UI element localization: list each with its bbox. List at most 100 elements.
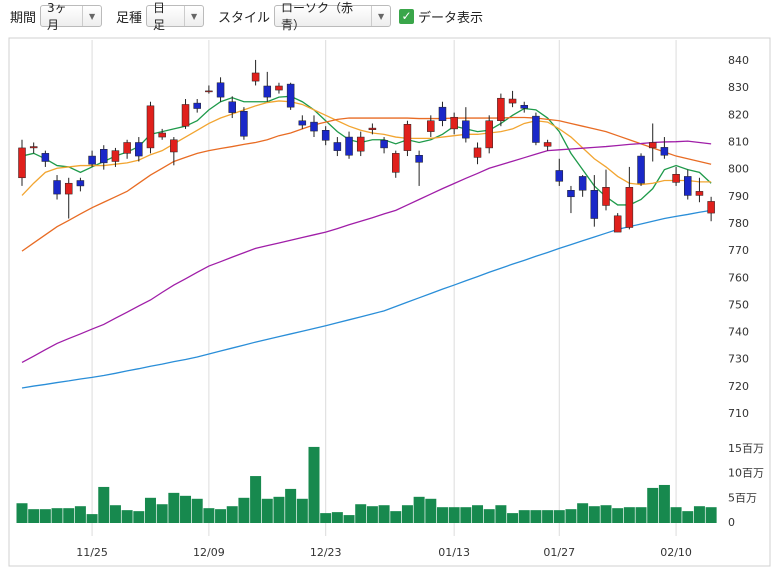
plot-frame xyxy=(8,37,771,567)
volume-bar xyxy=(86,514,98,523)
volume-bar xyxy=(612,508,624,523)
data-checkbox[interactable]: ✓ xyxy=(399,8,415,24)
volume-bar xyxy=(635,507,647,523)
candle-body xyxy=(216,82,225,98)
candle-body xyxy=(275,85,283,91)
candle-body xyxy=(462,120,470,139)
bar-label: 足種 xyxy=(116,10,143,26)
style-select[interactable]: ローソク（赤青） ▼ xyxy=(274,1,392,32)
period-select[interactable]: 3ヶ月 ▼ xyxy=(40,1,103,32)
volume-bar xyxy=(261,498,273,523)
candle-body xyxy=(181,104,190,127)
volume-bar xyxy=(693,506,705,523)
volume-bar xyxy=(565,509,577,523)
candle-body xyxy=(205,90,213,93)
y-tick-label: 840 xyxy=(728,54,749,67)
candle-body xyxy=(251,72,260,82)
volume-bar xyxy=(401,505,413,523)
candle-body xyxy=(240,111,248,137)
candle-body xyxy=(41,153,50,162)
volume-bar xyxy=(436,507,448,523)
moving-average-line xyxy=(21,116,712,252)
volume-bar xyxy=(144,497,156,523)
toolbar: 期間 3ヶ月 ▼ 足種 日足 ▼ スタイル ローソク（赤青） ▼ ✓ データ表示 xyxy=(0,0,778,32)
candle-body xyxy=(392,153,400,173)
candle-body xyxy=(18,147,26,179)
volume-bar xyxy=(331,512,343,523)
candle-body xyxy=(532,115,540,143)
volume-bar xyxy=(156,504,168,523)
y-tick-label: 770 xyxy=(728,244,749,257)
x-tick-label: 01/13 xyxy=(438,546,470,559)
y-tick-label: 750 xyxy=(728,298,749,311)
candle-body xyxy=(403,124,412,151)
bar-select[interactable]: 日足 ▼ xyxy=(146,1,205,32)
x-tick-label: 12/09 xyxy=(193,546,225,559)
volume-bar xyxy=(366,506,378,523)
candle-body xyxy=(29,146,38,149)
x-tick-label: 11/25 xyxy=(76,546,108,559)
candle-body xyxy=(578,176,587,191)
y-tick-label: 830 xyxy=(728,81,749,94)
period-label: 期間 xyxy=(10,10,37,26)
volume-bar xyxy=(530,510,542,523)
volume-bar xyxy=(425,498,437,523)
dropdown-arrow: ▼ xyxy=(184,6,203,26)
volume-bar xyxy=(133,511,145,523)
data-label: データ表示 xyxy=(418,10,484,26)
x-tick-label: 12/23 xyxy=(310,546,342,559)
volume-bar xyxy=(705,507,717,523)
volume-bar xyxy=(308,446,320,523)
candle-body xyxy=(76,180,85,187)
candle-body xyxy=(707,201,715,214)
y-tick-label: 820 xyxy=(728,108,749,121)
volume-bar xyxy=(378,505,390,523)
candle-body xyxy=(438,106,447,122)
volume-bar xyxy=(355,504,367,523)
volume-bar xyxy=(226,506,238,523)
volume-bar xyxy=(296,498,308,523)
volume-bar xyxy=(180,495,192,523)
y-tick-label: 5百万 xyxy=(728,491,757,504)
y-tick-label: 810 xyxy=(728,135,749,148)
candle-body xyxy=(100,149,108,164)
candle-body xyxy=(228,101,236,113)
moving-average-line xyxy=(21,100,712,196)
x-tick-label: 02/10 xyxy=(660,546,692,559)
volume-bar xyxy=(343,515,355,523)
volume-bar xyxy=(121,510,133,523)
y-tick-label: 710 xyxy=(728,407,749,420)
candle-body xyxy=(286,83,295,108)
candle-body xyxy=(427,120,435,132)
y-tick-label: 730 xyxy=(728,353,749,366)
candle-body xyxy=(368,127,377,130)
candle-body xyxy=(310,121,318,132)
volume-bar xyxy=(98,486,110,523)
volume-bar xyxy=(483,509,495,523)
bar-value: 日足 xyxy=(153,1,166,32)
candle-body xyxy=(567,190,575,198)
volume-bar xyxy=(39,509,51,523)
candle-body xyxy=(450,116,458,130)
candle-body xyxy=(637,155,645,184)
candle-body xyxy=(648,142,657,149)
candle-body xyxy=(602,187,610,206)
volume-bar xyxy=(320,513,332,523)
dropdown-arrow: ▼ xyxy=(82,6,101,26)
candle-body xyxy=(625,187,634,228)
candle-body xyxy=(88,155,96,165)
candle-body xyxy=(345,136,353,156)
candle-body xyxy=(193,102,201,109)
moving-average-line xyxy=(21,209,712,389)
period-value: 3ヶ月 xyxy=(47,1,67,32)
y-tick-label: 10百万 xyxy=(728,467,764,480)
dropdown-arrow: ▼ xyxy=(371,6,390,26)
volume-bar xyxy=(250,476,262,523)
candle-body xyxy=(135,142,143,157)
candle-body xyxy=(672,174,680,183)
volume-bar xyxy=(647,487,659,523)
volume-bar xyxy=(577,503,589,523)
volume-bar xyxy=(670,507,682,523)
